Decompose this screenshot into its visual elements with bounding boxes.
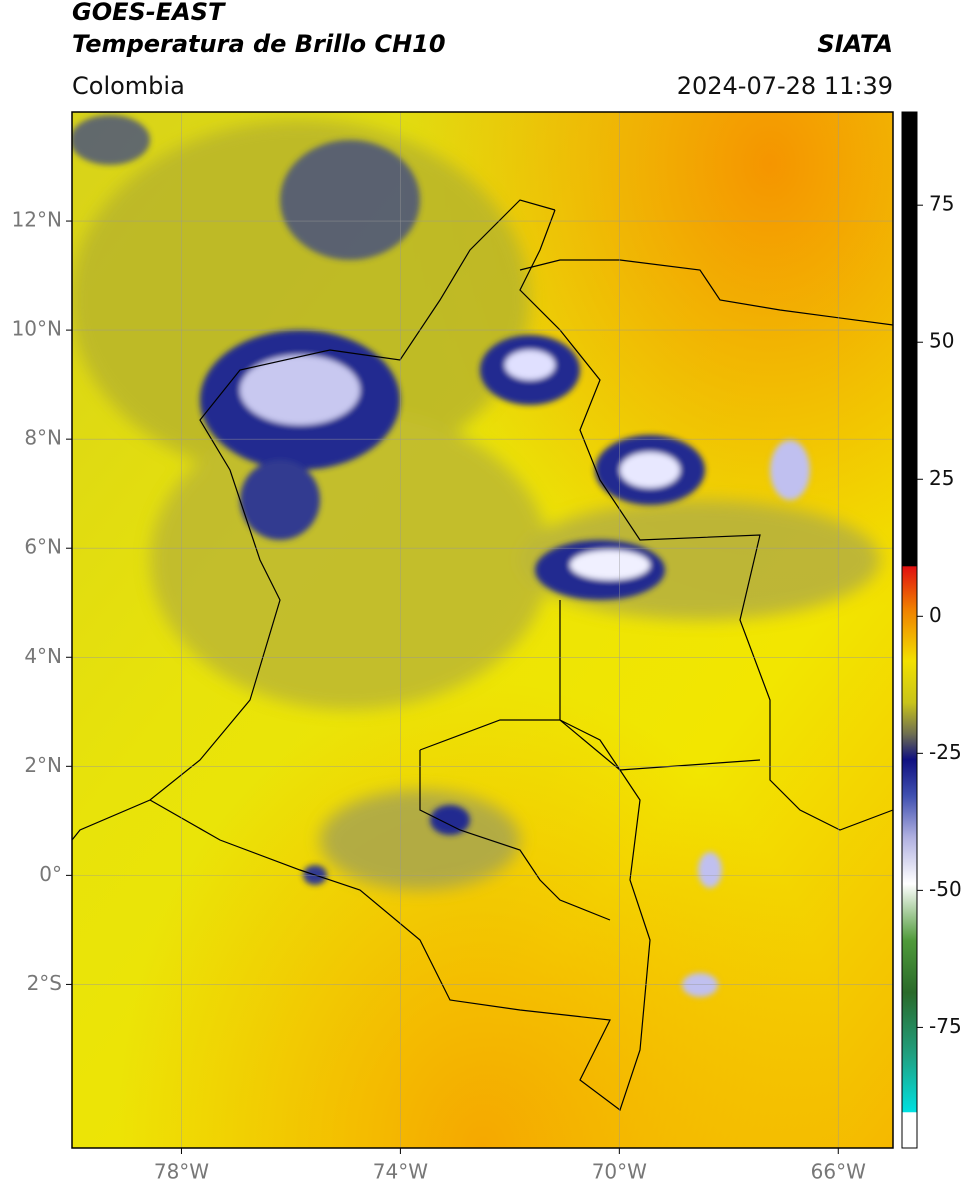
colorbar-label: -50: [929, 877, 962, 901]
lat-label: 2°S: [27, 971, 62, 995]
source: SIATA: [817, 30, 893, 58]
lat-label: 10°N: [12, 317, 62, 341]
colorbar-label: 25: [929, 466, 954, 490]
lon-label: 78°W: [154, 1160, 209, 1184]
colorbar-label: 75: [929, 192, 954, 216]
colorbar-label: 50: [929, 329, 954, 353]
lat-label: 8°N: [24, 426, 62, 450]
title: GOES-EAST: [72, 0, 226, 26]
borders: [72, 199, 893, 1111]
lon-label: 70°W: [592, 1160, 647, 1184]
lat-label: 12°N: [12, 208, 62, 232]
map-frame: [71, 111, 894, 1149]
lat-label: 4°N: [24, 644, 62, 668]
lat-label: 2°N: [24, 753, 62, 777]
colorbar-label: 0: [929, 603, 942, 627]
colorbar: [901, 111, 918, 1149]
region: Colombia: [72, 72, 185, 100]
colorbar-label: -25: [929, 740, 962, 764]
colorbar-label: -75: [929, 1014, 962, 1038]
lat-label: 0°: [39, 862, 62, 886]
lat-label: 6°N: [24, 535, 62, 559]
timestamp: 2024-07-28 11:39: [677, 72, 893, 100]
lon-label: 74°W: [373, 1160, 428, 1184]
graticule: [72, 112, 893, 1148]
lon-label: 66°W: [811, 1160, 866, 1184]
title: Temperatura de Brillo CH10: [72, 30, 446, 58]
imagery: [72, 112, 893, 1148]
